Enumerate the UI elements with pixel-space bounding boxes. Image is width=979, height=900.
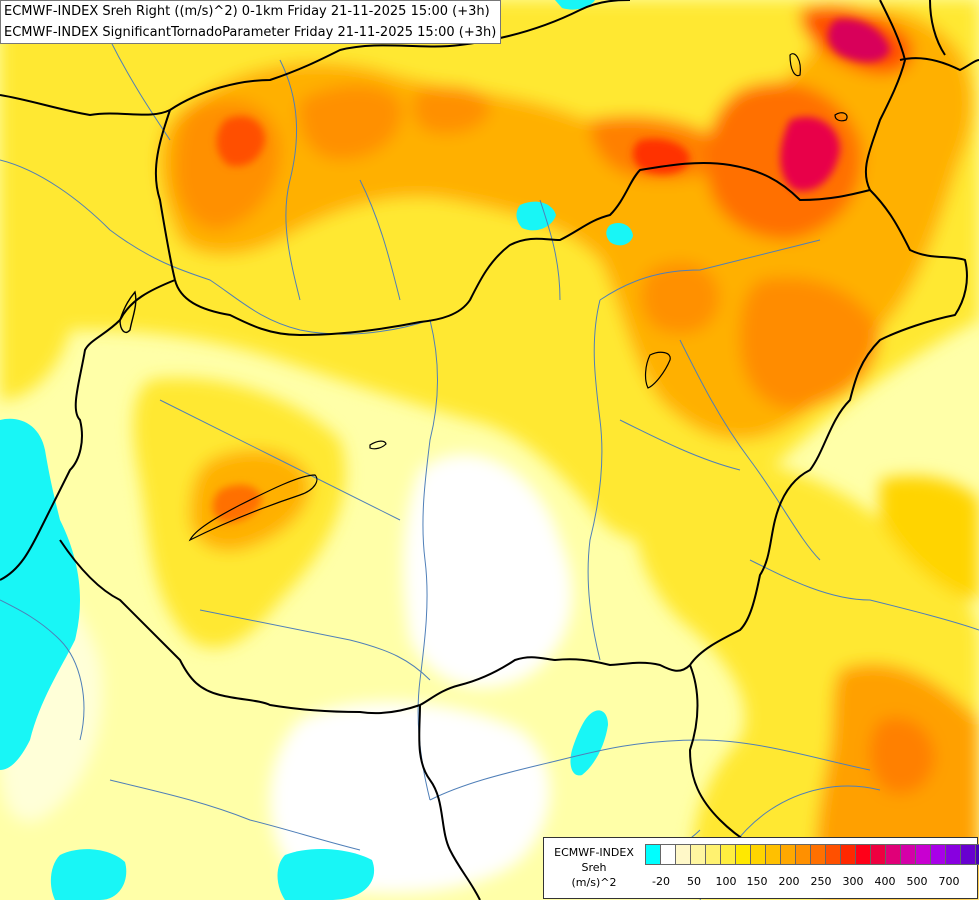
legend-swatch [960, 844, 976, 865]
legend-tick-label: 100 [715, 875, 737, 888]
legend-unit-label: (m/s)^2 [571, 876, 617, 889]
legend-swatch [720, 844, 736, 865]
legend-swatch [795, 844, 811, 865]
legend-swatches [645, 844, 979, 865]
legend-tick-label: 400 [874, 875, 896, 888]
legend-swatch [975, 844, 979, 865]
legend-swatch [690, 844, 706, 865]
legend-swatch [915, 844, 931, 865]
legend-tick-label: 200 [778, 875, 800, 888]
legend-swatch [705, 844, 721, 865]
map-title-sreh: ECMWF-INDEX Sreh Right ((m/s)^2) 0-1km F… [4, 4, 490, 19]
legend-swatch [885, 844, 901, 865]
legend-swatch [660, 844, 676, 865]
negative-sreh-areas [0, 0, 633, 900]
legend-swatch [675, 844, 691, 865]
legend-swatch [945, 844, 961, 865]
legend-swatch [735, 844, 751, 865]
legend-tick-label: 700 [938, 875, 960, 888]
legend-swatch [930, 844, 946, 865]
lakes [188, 53, 848, 542]
legend-swatch [870, 844, 886, 865]
legend-swatch [750, 844, 766, 865]
legend-swatch [900, 844, 916, 865]
legend-swatch [855, 844, 871, 865]
legend-swatch [780, 844, 796, 865]
legend-parameter-label: Sreh [581, 861, 607, 874]
map-title-box: ECMWF-INDEX Sreh Right ((m/s)^2) 0-1km F… [0, 0, 502, 44]
legend-swatch [765, 844, 781, 865]
legend-swatch [840, 844, 856, 865]
legend-tick-label: 250 [810, 875, 832, 888]
legend-swatch [810, 844, 826, 865]
legend-tick-label: 500 [906, 875, 928, 888]
legend-tick-label: 50 [687, 875, 701, 888]
rivers [0, 39, 979, 900]
legend-tick-label: 150 [746, 875, 768, 888]
color-legend: ECMWF-INDEX Sreh (m/s)^2 -20 50 100 150 200 2… [543, 837, 979, 899]
legend-swatch [825, 844, 841, 865]
legend-tick-label: -20 [652, 875, 670, 888]
legend-tick-label: 300 [842, 875, 864, 888]
legend-swatch [645, 844, 661, 865]
legend-model-label: ECMWF-INDEX [554, 846, 634, 859]
map-title-stp: ECMWF-INDEX SignificantTornadoParameter … [4, 25, 497, 40]
